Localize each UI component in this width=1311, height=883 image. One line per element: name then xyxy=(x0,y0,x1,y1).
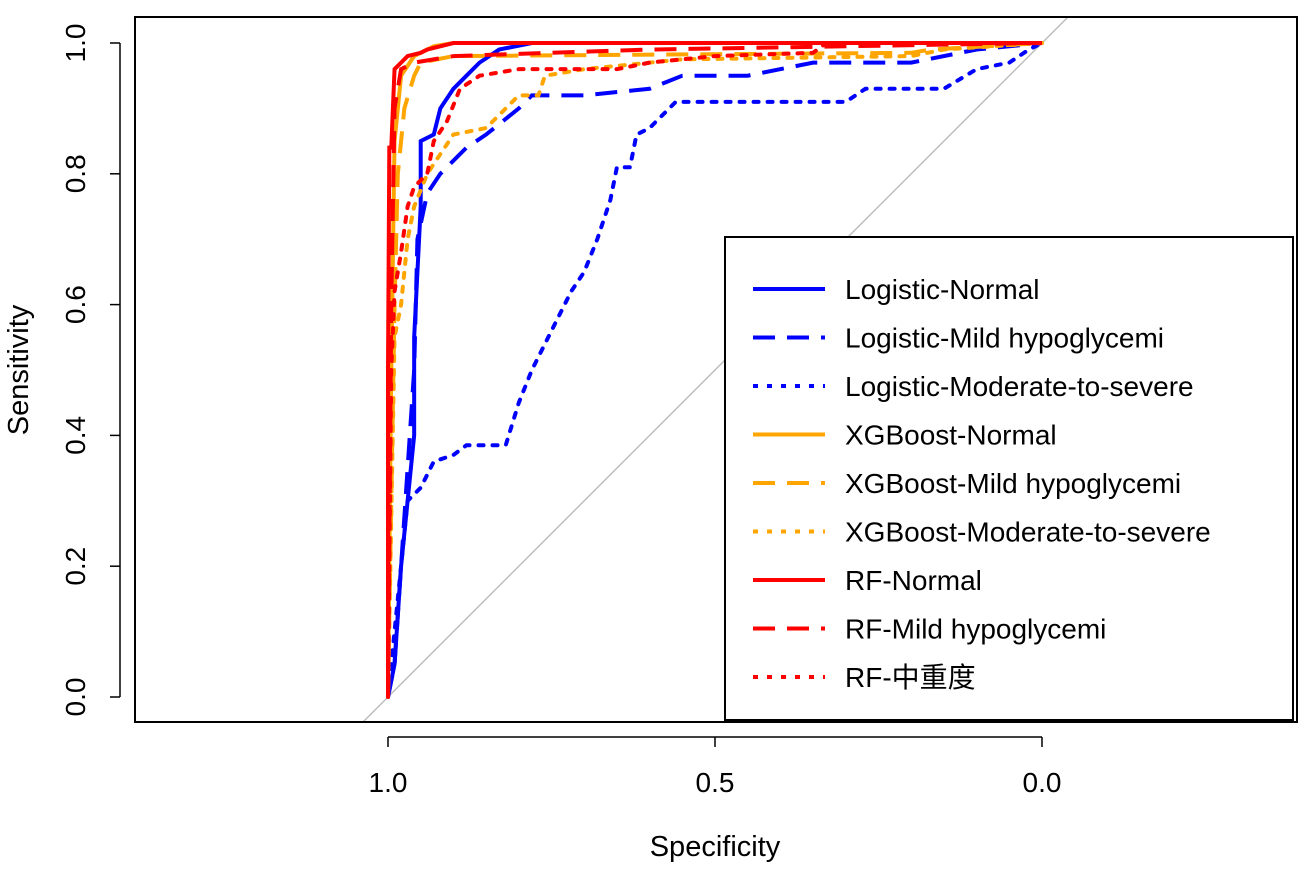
legend-label: XGBoost-Mild hypoglycemi xyxy=(845,468,1181,499)
legend-label: XGBoost-Moderate-to-severe xyxy=(845,517,1211,548)
legend-label: RF-Mild hypoglycemi xyxy=(845,614,1106,645)
reference-diagonal xyxy=(361,17,1069,722)
y-tick-label: 0.6 xyxy=(60,285,91,324)
legend-label: Logistic-Mild hypoglycemi xyxy=(845,323,1164,354)
y-axis-label: Sensitivity xyxy=(3,304,35,435)
legend-label: RF-中重度 xyxy=(845,662,976,693)
y-tick-label: 0.4 xyxy=(60,416,91,455)
y-tick-label: 0.8 xyxy=(60,154,91,193)
legend-label: Logistic-Normal xyxy=(845,274,1040,305)
x-tick-label: 0.5 xyxy=(696,767,735,798)
roc-curve-8 xyxy=(386,41,1044,699)
x-axis-label: Specificity xyxy=(650,831,781,863)
legend-label: XGBoost-Normal xyxy=(845,420,1057,451)
roc-curve-2 xyxy=(386,41,1044,699)
roc-curve-1 xyxy=(386,41,1043,698)
y-tick-label: 1.0 xyxy=(60,24,91,63)
x-tick-label: 1.0 xyxy=(369,767,408,798)
roc-curve-4 xyxy=(386,41,1043,698)
roc-curve-7 xyxy=(386,41,1043,698)
x-tick-label: 0.0 xyxy=(1023,767,1062,798)
y-tick-label: 0.0 xyxy=(60,678,91,717)
y-tick-label: 0.2 xyxy=(60,547,91,586)
roc-curve-6 xyxy=(386,41,1042,697)
legend-label: Logistic-Moderate-to-severe xyxy=(845,371,1194,402)
legend: Logistic-Normal Logistic-Mild hypoglycemi… xyxy=(724,236,1294,721)
plot-frame xyxy=(134,16,1298,723)
roc-curve-5 xyxy=(386,41,1044,699)
legend-label: RF-Normal xyxy=(845,565,982,596)
